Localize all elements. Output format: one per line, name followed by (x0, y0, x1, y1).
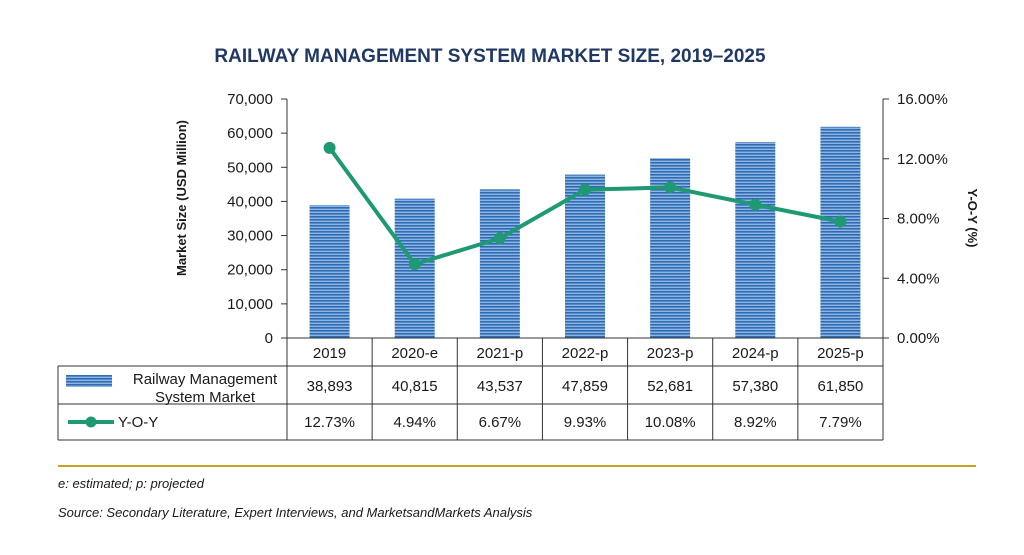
yoy-point (408, 258, 421, 271)
y2-tick-label: 16.00% (897, 91, 948, 108)
y-tick-label: 20,000 (227, 262, 273, 279)
legend-bar-label-line2: System Market (155, 389, 256, 406)
legend-line-label: Y-O-Y (118, 414, 158, 431)
axes: 0 10,000 20,000 30,000 40,000 50,000 60,000 70,… (227, 91, 948, 347)
yoy-value-label: 8.92% (734, 414, 777, 431)
y2-tick-label: 4.00% (897, 270, 940, 287)
yoy-point (323, 141, 336, 154)
bar (309, 205, 350, 338)
y-tick-label: 10,000 (227, 296, 273, 313)
combo-chart: RAILWAY MANAGEMENT SYSTEM MARKET SIZE, 2… (57, 46, 980, 441)
yoy-value-label: 7.79% (819, 414, 862, 431)
yoy-value-label: 10.08% (645, 414, 696, 431)
x-tick-label: 2025-p (817, 345, 864, 362)
yoy-value-label: 12.73% (304, 414, 355, 431)
x-tick-label: 2019 (313, 345, 346, 362)
legend-bar-label-line1: Railway Management (133, 371, 278, 388)
y-tick-label: 70,000 (227, 91, 273, 108)
bar-value-label: 40,815 (392, 378, 438, 395)
yoy-point (664, 181, 677, 194)
yoy-point (493, 232, 506, 245)
yoy-point (749, 198, 762, 211)
y-tick-label: 0 (265, 330, 273, 347)
x-tick-label: 2023-p (647, 345, 694, 362)
x-tick-label: 2020-e (391, 345, 438, 362)
bar (735, 142, 776, 338)
legend-bar-swatch (66, 375, 112, 387)
bar-value-label: 52,681 (647, 378, 693, 395)
yoy-point (579, 183, 591, 196)
data-table: 2019 2020-e 2021-p 2022-p 2023-p 2024-p 2025-p… (57, 337, 884, 441)
yoy-value-label: 6.67% (479, 414, 522, 431)
bar-value-label: 61,850 (817, 378, 863, 395)
y2-tick-label: 0.00% (897, 330, 940, 347)
y-axis-title: Market Size (USD Million) (174, 120, 189, 276)
bar-value-label: 38,893 (307, 378, 353, 395)
bar-value-label: 43,537 (477, 378, 523, 395)
y2-tick-label: 12.00% (897, 151, 948, 168)
yoy-value-label: 9.93% (564, 414, 607, 431)
legend-line-marker (85, 416, 97, 428)
x-tick-label: 2024-p (732, 345, 779, 362)
yoy-line-series (323, 141, 847, 271)
yoy-point (834, 215, 847, 228)
yoy-value-label: 4.94% (393, 414, 436, 431)
y-tick-label: 60,000 (227, 125, 273, 142)
bar-value-label: 57,380 (732, 378, 778, 395)
footnote-source: Source: Secondary Literature, Expert Int… (58, 505, 533, 520)
x-tick-label: 2022-p (562, 345, 609, 362)
bar-value-label: 47,859 (562, 378, 608, 395)
y-tick-label: 30,000 (227, 228, 273, 245)
footnote-legend: e: estimated; p: projected (58, 476, 204, 491)
bar (820, 126, 861, 338)
y-tick-label: 40,000 (227, 193, 273, 210)
y2-tick-label: 8.00% (897, 211, 940, 228)
x-tick-label: 2021-p (476, 345, 523, 362)
bar (479, 189, 520, 338)
y-tick-label: 50,000 (227, 159, 273, 176)
y2-axis-title: Y-O-Y (%) (965, 189, 980, 248)
divider-rule (58, 465, 976, 467)
chart-title: RAILWAY MANAGEMENT SYSTEM MARKET SIZE, 2… (214, 46, 766, 67)
bar (565, 174, 605, 338)
